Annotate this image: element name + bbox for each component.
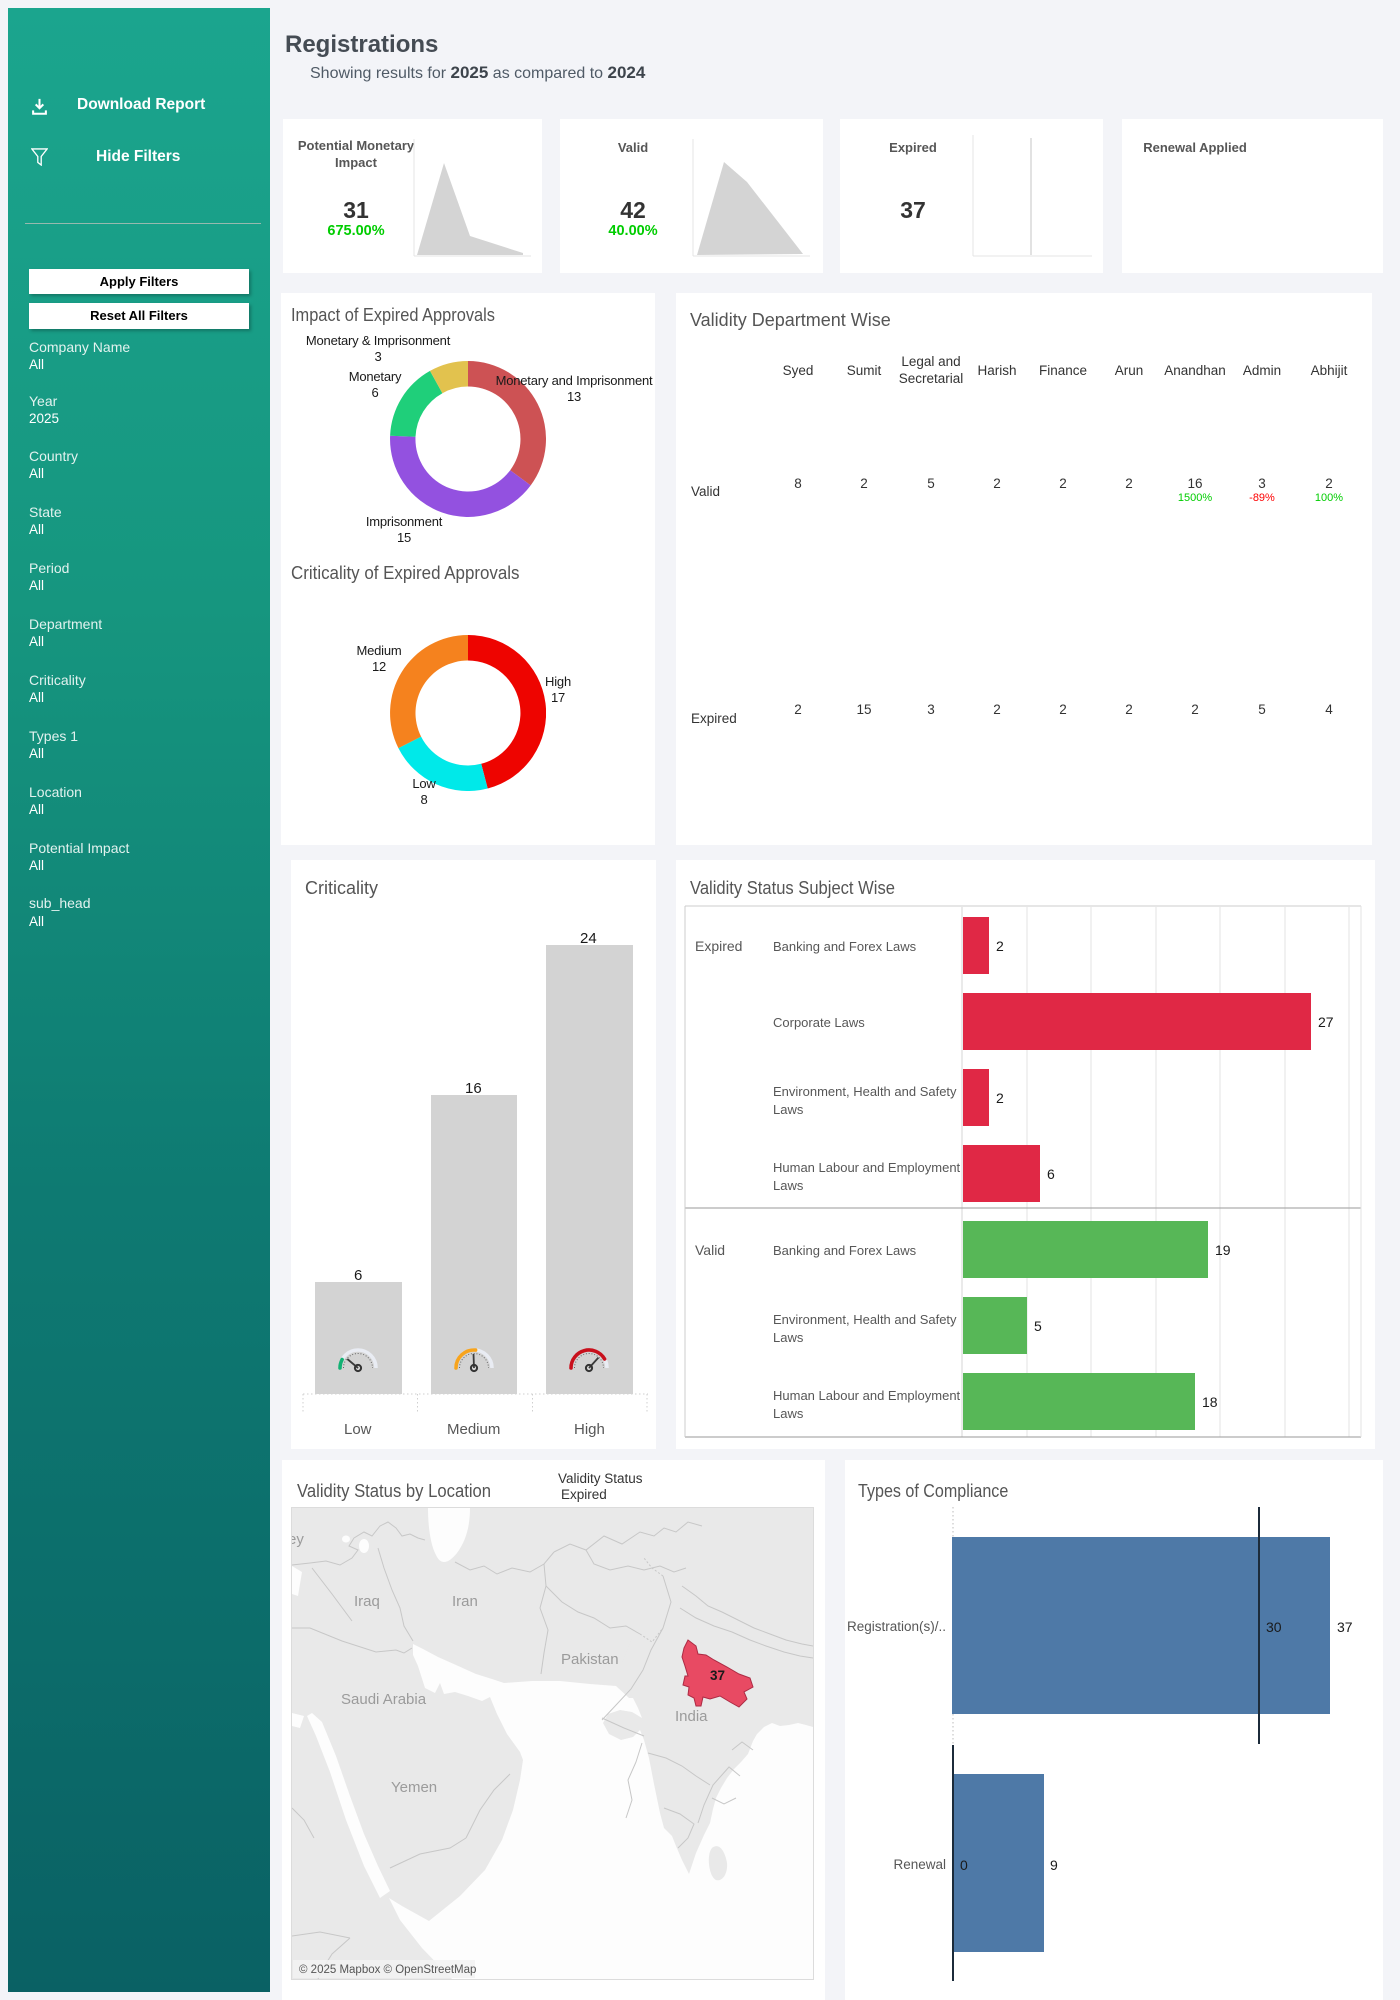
svg-text:Pakistan: Pakistan [561,1651,619,1668]
svg-text:Iraq: Iraq [354,1593,380,1610]
svg-text:37: 37 [710,1668,725,1683]
svg-text:Saudi Arabia: Saudi Arabia [341,1691,427,1708]
svg-text:Yemen: Yemen [391,1779,437,1796]
svg-text:India: India [675,1708,708,1725]
svg-text:Iran: Iran [452,1593,478,1610]
svg-text:© 2025 Mapbox © OpenStreetMap: © 2025 Mapbox © OpenStreetMap [299,1964,476,1976]
svg-text:ey: ey [292,1531,304,1548]
